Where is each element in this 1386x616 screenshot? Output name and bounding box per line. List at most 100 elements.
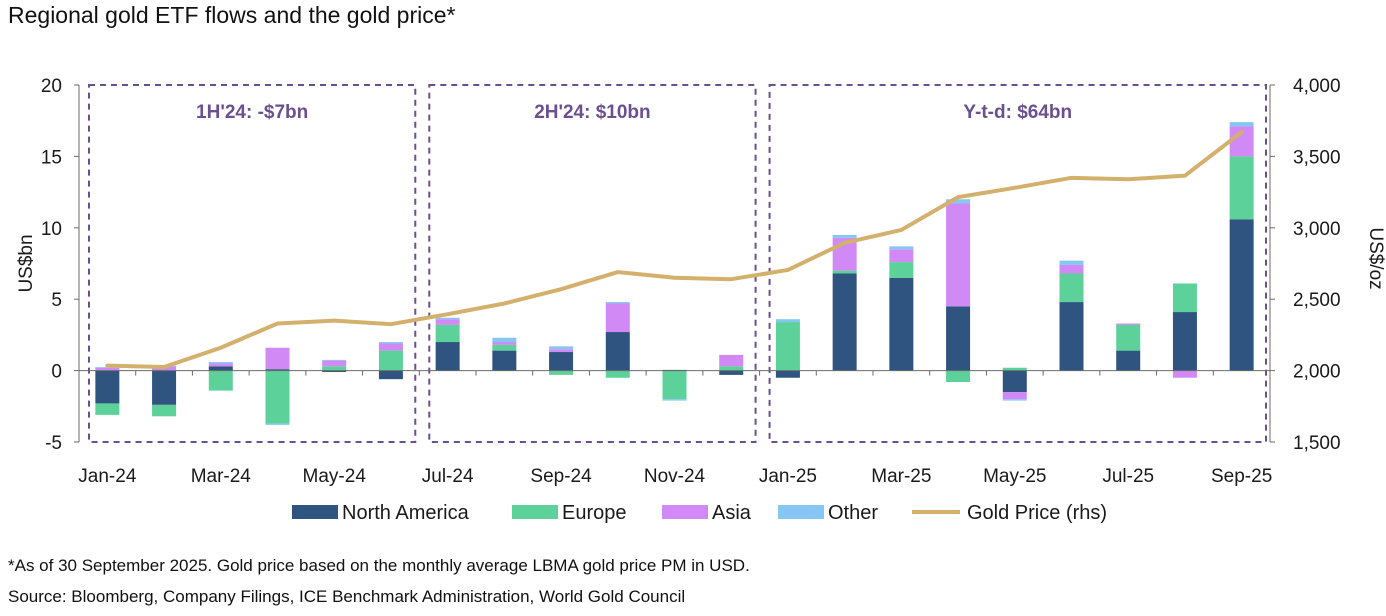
- bar-asia-Sep-24: [549, 349, 574, 353]
- bar-europe-Apr-25: [946, 370, 971, 383]
- period-label: Y-t-d: $64bn: [963, 102, 1072, 123]
- bar-other-Mar-24: [208, 362, 233, 364]
- bar-other-Jul-24: [435, 317, 460, 320]
- period-label: 2H'24: $10bn: [534, 102, 650, 123]
- bar-asia-Jan-24: [95, 367, 120, 371]
- bar-asia-Apr-24: [265, 347, 290, 370]
- source-note: Source: Bloomberg, Company Filings, ICE …: [8, 587, 686, 606]
- bar-asia-May-25: [1002, 392, 1027, 400]
- bar-europe-Mar-24: [208, 370, 233, 391]
- bars: [95, 122, 1254, 425]
- bar-asia-May-24: [322, 360, 347, 367]
- bar-other-Jun-24: [378, 342, 403, 344]
- x-tick-label: Sep-25: [1211, 466, 1272, 487]
- y2-tick-label: 1,500: [1293, 433, 1341, 454]
- period-box: [88, 84, 417, 443]
- bar-other-Apr-25: [946, 199, 971, 204]
- legend-label-gold: Gold Price (rhs): [967, 502, 1107, 524]
- gold-price-polyline: [105, 130, 1244, 370]
- legend-swatch-europe: [512, 505, 558, 519]
- legend-label-north_america: North America: [342, 502, 470, 524]
- bar-north_america-Aug-25: [1172, 312, 1197, 371]
- bar-north_america-Jan-25: [775, 370, 800, 378]
- y2-tick-label: 2,500: [1293, 290, 1341, 311]
- period-box: [768, 84, 1267, 443]
- bar-north_america-Mar-24: [208, 366, 233, 371]
- x-tick-label: May-24: [303, 466, 367, 487]
- bar-europe-Jan-24: [95, 403, 120, 415]
- bar-north_america-Jul-25: [1116, 350, 1141, 371]
- bar-europe-Aug-25: [1172, 283, 1197, 313]
- y-tick-label: 5: [51, 290, 62, 311]
- bar-asia-Jul-24: [435, 319, 460, 325]
- bar-asia-Oct-24: [605, 303, 630, 333]
- legend-swatch-north_america: [292, 505, 338, 519]
- bar-asia-Aug-25: [1172, 370, 1197, 378]
- y-tick-label: 15: [41, 147, 62, 168]
- period-boxes: 1H'24: -$7bn 2H'24: $10bn Y-t-d: $64bn: [88, 84, 1267, 443]
- y2-tick-label: 3,000: [1293, 219, 1341, 240]
- chart-svg: 1H'24: -$7bn 2H'24: $10bn Y-t-d: $64bn -5 0…: [16, 76, 1386, 524]
- bar-europe-Mar-25: [889, 262, 914, 278]
- bar-other-Jan-25: [775, 319, 800, 323]
- y-axis-label: US$bn: [16, 234, 37, 292]
- bar-europe-May-24: [322, 366, 347, 371]
- x-tick-label: Jul-24: [422, 466, 474, 487]
- x-tick-label: May-25: [983, 466, 1046, 487]
- bar-europe-Feb-24: [152, 404, 177, 417]
- bar-europe-Jul-24: [435, 324, 460, 343]
- x-tick-label: Mar-25: [871, 466, 931, 487]
- y-tick-label: 10: [41, 219, 62, 240]
- bar-north_america-Jul-24: [435, 342, 460, 371]
- bar-europe-Sep-25: [1229, 156, 1254, 220]
- bar-asia-Jul-25: [1116, 323, 1141, 325]
- legend-swatch-asia: [662, 505, 708, 519]
- bar-asia-Mar-24: [208, 363, 233, 367]
- gold-price-line: [105, 130, 1244, 370]
- x-tick-label: Mar-24: [191, 466, 252, 487]
- bar-north_america-Dec-24: [719, 370, 744, 375]
- bar-other-May-24: [322, 359, 347, 361]
- x-tick-label: Jul-25: [1102, 466, 1154, 487]
- bar-other-Jun-25: [1059, 260, 1084, 265]
- period-box: [428, 84, 757, 443]
- legend-swatch-other: [778, 505, 824, 519]
- legend-label-other: Other: [828, 502, 878, 524]
- bar-asia-Mar-25: [889, 249, 914, 263]
- bar-other-Nov-24: [662, 399, 687, 401]
- bar-asia-Jun-24: [378, 343, 403, 351]
- bar-north_america-Apr-24: [265, 369, 290, 371]
- bar-north_america-May-25: [1002, 370, 1027, 393]
- bar-other-Apr-24: [265, 423, 290, 425]
- bar-other-May-25: [1002, 399, 1027, 401]
- bar-other-Mar-25: [889, 246, 914, 250]
- bar-north_america-Sep-24: [549, 352, 574, 371]
- bar-other-Oct-24: [605, 302, 630, 304]
- bar-north_america-Oct-24: [605, 332, 630, 371]
- bar-asia-Aug-24: [492, 342, 517, 345]
- bar-asia-Apr-25: [946, 203, 971, 307]
- bar-europe-Dec-24: [719, 366, 744, 371]
- bar-north_america-May-24: [322, 370, 347, 373]
- y-tick-label: 20: [41, 76, 62, 97]
- period-label: 1H'24: -$7bn: [196, 102, 308, 123]
- x-tick-label: Sep-24: [530, 466, 592, 487]
- bar-north_america-Jun-25: [1059, 302, 1084, 371]
- legend-label-europe: Europe: [562, 502, 627, 524]
- bar-europe-Jan-25: [775, 322, 800, 371]
- bar-north_america-Sep-25: [1229, 219, 1254, 371]
- bar-europe-Oct-24: [605, 370, 630, 378]
- bar-europe-Feb-25: [832, 270, 857, 274]
- bar-north_america-Jun-24: [378, 370, 403, 380]
- axes: -5 0 5 10 15 20 1,500 2,000 2,500 3,000 3,500 4,000…: [16, 76, 1386, 487]
- bar-europe-Aug-24: [492, 344, 517, 351]
- bar-other-Sep-24: [549, 346, 574, 350]
- y-tick-label: -5: [45, 433, 62, 454]
- bar-north_america-Mar-25: [889, 277, 914, 371]
- bar-north_america-Jan-24: [95, 370, 120, 404]
- bar-other-Sep-25: [1229, 122, 1254, 127]
- y2-tick-label: 4,000: [1293, 76, 1341, 97]
- bar-north_america-Feb-25: [832, 273, 857, 371]
- bar-europe-Sep-24: [549, 370, 574, 375]
- bar-europe-May-25: [1002, 367, 1027, 371]
